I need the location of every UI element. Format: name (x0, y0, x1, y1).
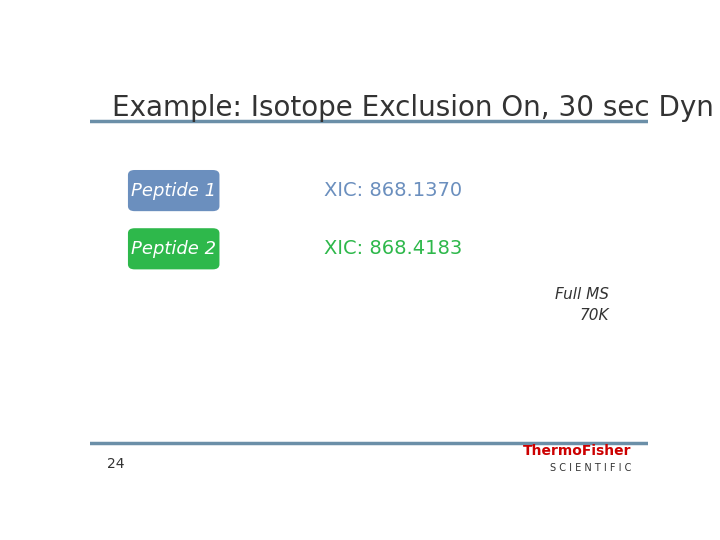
Text: Peptide 2: Peptide 2 (131, 240, 216, 258)
Text: XIC: 868.4183: XIC: 868.4183 (324, 239, 463, 258)
Text: Example: Isotope Exclusion On, 30 sec Dyn Ex.: Example: Isotope Exclusion On, 30 sec Dy… (112, 94, 720, 122)
FancyBboxPatch shape (128, 228, 220, 269)
Text: Full MS: Full MS (555, 287, 609, 302)
Text: 70K: 70K (580, 308, 609, 322)
Text: ThermoFisher: ThermoFisher (523, 444, 631, 458)
Text: S C I E N T I F I C: S C I E N T I F I C (550, 463, 631, 473)
Text: XIC: 868.1370: XIC: 868.1370 (324, 181, 462, 200)
Text: 24: 24 (107, 457, 125, 471)
Text: Peptide 1: Peptide 1 (131, 181, 216, 200)
FancyBboxPatch shape (128, 170, 220, 211)
